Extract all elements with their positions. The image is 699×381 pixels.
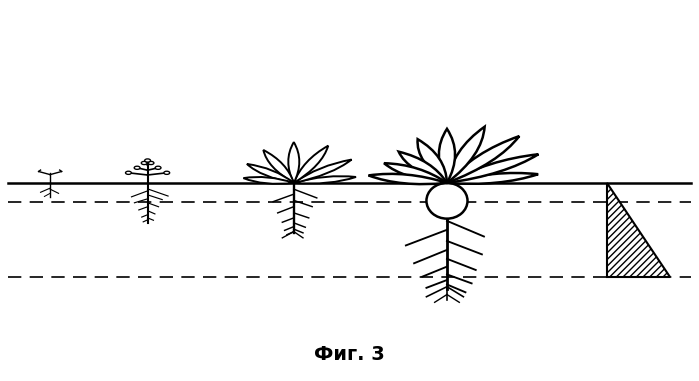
PathPatch shape (368, 174, 447, 184)
PathPatch shape (447, 173, 538, 184)
PathPatch shape (447, 136, 519, 183)
PathPatch shape (243, 177, 294, 184)
Circle shape (164, 171, 170, 174)
Circle shape (141, 162, 147, 165)
PathPatch shape (398, 152, 447, 183)
Ellipse shape (426, 183, 468, 219)
PathPatch shape (447, 154, 538, 183)
PathPatch shape (384, 163, 447, 183)
PathPatch shape (294, 176, 356, 184)
Circle shape (145, 159, 150, 162)
PathPatch shape (294, 146, 329, 183)
Circle shape (126, 171, 131, 174)
Circle shape (155, 166, 161, 170)
Circle shape (148, 162, 154, 165)
PathPatch shape (247, 164, 294, 183)
PathPatch shape (417, 139, 447, 183)
PathPatch shape (264, 150, 294, 183)
PathPatch shape (294, 160, 352, 183)
PathPatch shape (288, 142, 299, 183)
Text: Фиг. 3: Фиг. 3 (314, 346, 385, 365)
Polygon shape (607, 183, 670, 277)
PathPatch shape (439, 129, 455, 183)
Circle shape (134, 166, 140, 170)
PathPatch shape (447, 127, 484, 183)
